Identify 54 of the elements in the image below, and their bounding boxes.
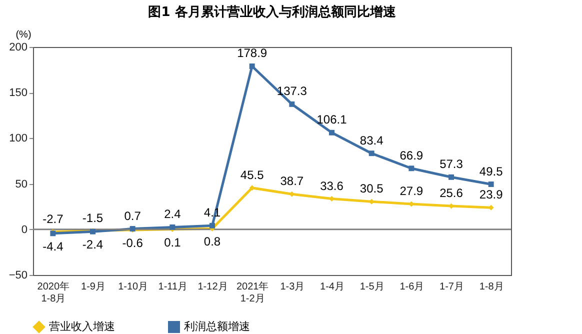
x-tick-label: 1-3月 — [280, 282, 305, 292]
point — [170, 224, 176, 230]
data-label: 0.7 — [124, 208, 142, 223]
x-tick-label: 1-11月 — [158, 282, 188, 292]
point — [329, 130, 334, 136]
data-label: 27.9 — [400, 184, 424, 198]
data-label: 2.4 — [164, 207, 182, 222]
data-label: 106.1 — [316, 112, 348, 127]
data-label: -2.7 — [42, 212, 64, 226]
data-label: 0.8 — [204, 234, 221, 249]
x-tick-label: 1-8月 — [479, 282, 504, 292]
point — [488, 182, 494, 187]
y-tick-label: 200 — [9, 42, 28, 54]
data-label: 38.7 — [280, 174, 304, 188]
data-label: 33.6 — [320, 178, 344, 193]
data-label: 23.9 — [479, 188, 504, 202]
data-label: 49.5 — [479, 164, 504, 178]
y-tick-label: 100 — [9, 132, 28, 145]
data-label: 178.9 — [237, 46, 268, 60]
x-tick-label: 2021年 1-2月 — [236, 280, 269, 304]
x-tick-label: 1-5月 — [360, 282, 384, 292]
data-label: -4.4 — [42, 239, 64, 254]
data-label: -1.5 — [82, 210, 104, 225]
data-label: 0.1 — [164, 235, 182, 250]
x-tick-label: 1-9月 — [81, 282, 106, 292]
x-tick-label: 1-6月 — [400, 282, 424, 292]
y-tick-label: −50 — [8, 270, 28, 282]
point — [210, 222, 215, 228]
legend-label: 利润总额增速 — [184, 320, 250, 333]
chart-title: 图1 各月累计营业收入与利润总额同比增速 — [148, 4, 397, 20]
data-label: 25.6 — [440, 186, 464, 200]
x-tick-label: 1-12月 — [198, 282, 228, 292]
x-tick-label: 1-4月 — [320, 282, 344, 292]
data-label: 83.4 — [360, 133, 384, 148]
point — [329, 196, 334, 202]
x-tick-label: 1-7月 — [440, 282, 464, 292]
x-tick-label: 2020年 1-8月 — [37, 280, 70, 304]
data-label: 57.3 — [440, 157, 464, 172]
y-tick-label: 150 — [9, 87, 28, 100]
y-tick-label: 0 — [21, 224, 28, 236]
data-label: 66.9 — [400, 148, 424, 162]
point — [408, 166, 414, 172]
y-tick-label: 50 — [15, 178, 28, 190]
point — [289, 101, 295, 107]
point — [368, 150, 374, 156]
y-axis-title: (%) — [16, 30, 32, 40]
data-label: 30.5 — [360, 182, 384, 196]
point — [448, 174, 454, 180]
data-label: -0.6 — [122, 236, 144, 250]
x-tick-label: 1-10月 — [118, 282, 148, 292]
point — [249, 64, 255, 69]
data-label: -2.4 — [82, 238, 104, 252]
data-label: 45.5 — [240, 168, 264, 182]
legend-label: 营业收入增速 — [49, 320, 115, 333]
